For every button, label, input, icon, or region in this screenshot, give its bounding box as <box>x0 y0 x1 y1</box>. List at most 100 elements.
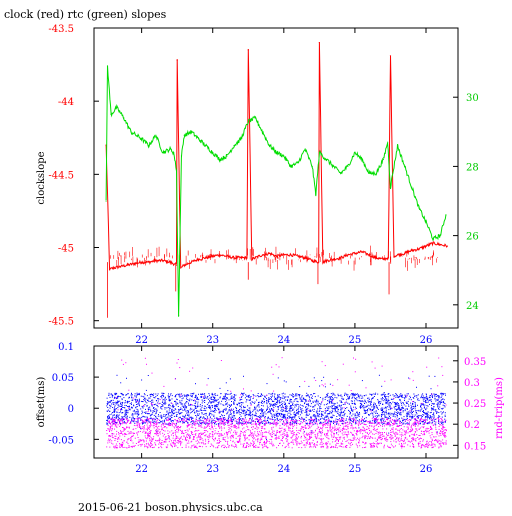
rnd-trip-point <box>323 424 324 425</box>
offset-point <box>177 403 178 404</box>
offset-point <box>427 414 428 415</box>
offset-point <box>150 415 151 416</box>
offset-point <box>317 401 318 402</box>
offset-point <box>214 418 215 419</box>
offset-point <box>433 403 434 404</box>
offset-point <box>371 404 372 405</box>
offset-point <box>354 394 355 395</box>
offset-series <box>106 375 446 440</box>
offset-point <box>345 393 346 394</box>
offset-point <box>342 408 343 409</box>
offset-point <box>322 398 323 399</box>
offset-point <box>361 401 362 402</box>
rnd-trip-point <box>308 410 309 411</box>
offset-point <box>391 413 392 414</box>
offset-point <box>298 413 299 414</box>
offset-point <box>108 418 109 419</box>
offset-point <box>351 394 352 395</box>
offset-point <box>304 399 305 400</box>
offset-point <box>243 406 244 407</box>
offset-point <box>274 396 275 397</box>
offset-point <box>265 420 266 421</box>
offset-point <box>227 394 228 395</box>
rnd-trip-point <box>347 434 348 435</box>
offset-point <box>148 375 149 376</box>
offset-point <box>190 435 191 436</box>
offset-point <box>219 397 220 398</box>
clock-point <box>205 257 206 258</box>
offset-point <box>353 414 354 415</box>
offset-point <box>388 399 389 400</box>
offset-point <box>168 413 169 414</box>
rnd-trip-point <box>201 424 202 425</box>
offset-point <box>212 394 213 395</box>
offset-point <box>171 393 172 394</box>
clock-point <box>180 267 181 268</box>
rnd-trip-point <box>271 429 272 430</box>
offset-point <box>132 417 133 418</box>
offset-point <box>293 394 294 395</box>
rnd-trip-point <box>284 433 285 434</box>
offset-point <box>188 395 189 396</box>
offset-point <box>388 405 389 406</box>
offset-point <box>375 403 376 404</box>
rnd-trip-point <box>168 437 169 438</box>
offset-point <box>233 412 234 413</box>
rnd-trip-point <box>111 422 112 423</box>
rnd-trip-point <box>390 430 391 431</box>
offset-point <box>154 411 155 412</box>
offset-point <box>389 407 390 408</box>
rnd-trip-point <box>280 421 281 422</box>
offset-point <box>365 421 366 422</box>
rnd-trip-point <box>247 437 248 438</box>
offset-point <box>425 409 426 410</box>
rnd-trip-point <box>198 441 199 442</box>
offset-point <box>160 403 161 404</box>
offset-point <box>171 409 172 410</box>
rnd-trip-point <box>251 390 252 391</box>
rnd-trip-point <box>248 421 249 422</box>
clock-point <box>109 269 110 270</box>
offset-point <box>260 413 261 414</box>
offset-point <box>138 394 139 395</box>
rnd-trip-point <box>351 425 352 426</box>
rnd-trip-point <box>142 432 143 433</box>
offset-point <box>275 403 276 404</box>
offset-point <box>152 422 153 423</box>
offset-point <box>236 404 237 405</box>
offset-point <box>278 409 279 410</box>
offset-point <box>234 416 235 417</box>
offset-point <box>373 408 374 409</box>
offset-point <box>295 416 296 417</box>
rnd-trip-point <box>221 428 222 429</box>
rnd-trip-point <box>292 447 293 448</box>
rnd-trip-point <box>379 432 380 433</box>
rnd-trip-point <box>288 428 289 429</box>
offset-point <box>358 427 359 428</box>
rnd-trip-point <box>169 441 170 442</box>
offset-point <box>179 410 180 411</box>
rnd-trip-point <box>157 440 158 441</box>
offset-point <box>274 404 275 405</box>
offset-point <box>190 417 191 418</box>
offset-point <box>388 394 389 395</box>
rnd-trip-point <box>147 427 148 428</box>
offset-point <box>251 422 252 423</box>
offset-point <box>390 414 391 415</box>
offset-point <box>200 406 201 407</box>
rnd-trip-point <box>336 439 337 440</box>
offset-point <box>409 399 410 400</box>
offset-point <box>445 395 446 396</box>
rnd-trip-point <box>298 430 299 431</box>
rnd-trip-point <box>443 433 444 434</box>
offset-point <box>125 400 126 401</box>
rnd-trip-point <box>161 426 162 427</box>
rnd-trip-point <box>261 438 262 439</box>
rnd-trip-point <box>220 441 221 442</box>
offset-point <box>185 402 186 403</box>
offset-point <box>334 394 335 395</box>
offset-point <box>168 407 169 408</box>
offset-point <box>288 416 289 417</box>
offset-point <box>175 395 176 396</box>
offset-point <box>299 418 300 419</box>
